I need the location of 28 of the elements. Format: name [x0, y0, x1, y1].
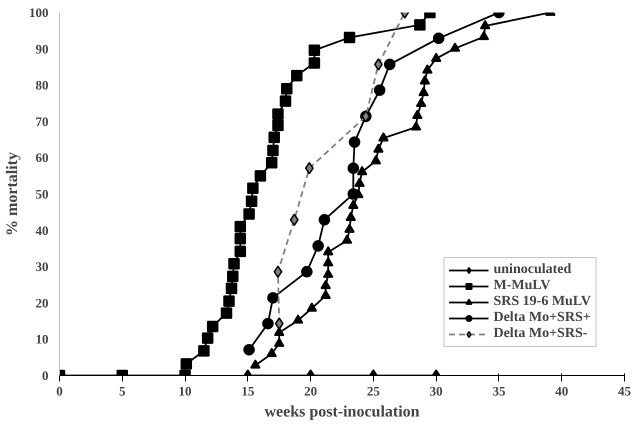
y-tick-label: 30 — [36, 259, 48, 274]
y-tick-label: 80 — [36, 78, 48, 93]
legend-label: SRS 19-6 MuLV — [493, 294, 591, 310]
y-tick-label: 50 — [36, 186, 48, 202]
y-tick-label: 20 — [36, 295, 48, 310]
y-tick-label: 90 — [36, 41, 48, 56]
legend-label: M-MuLV — [493, 278, 551, 294]
x-tick-label: 40 — [555, 384, 568, 398]
x-tick-label: 10 — [178, 384, 192, 398]
y-tick-label: 40 — [36, 222, 48, 238]
y-axis-title: % mortality — [4, 152, 21, 236]
legend-label: Delta Mo+SRS+ — [493, 310, 591, 326]
y-tick-label: 70 — [36, 114, 48, 129]
y-tick-label: 100 — [29, 5, 48, 20]
y-tick-label: 60 — [36, 150, 48, 166]
x-tick-label: 30 — [430, 384, 443, 398]
x-axis-title: weeks post-inoculation — [264, 404, 420, 420]
legend-label: uninoculated — [493, 262, 572, 278]
legend-label: Delta Mo+SRS- — [493, 326, 588, 342]
x-tick-label: 0 — [56, 384, 63, 398]
x-tick-label: 15 — [241, 384, 255, 398]
x-tick-label: 45 — [618, 384, 632, 398]
x-tick-label: 25 — [366, 384, 380, 398]
x-tick-label: 5 — [119, 384, 126, 398]
x-tick-label: 20 — [304, 384, 318, 398]
x-tick-label: 35 — [492, 384, 506, 398]
y-tick-label: 10 — [36, 332, 48, 347]
y-tick-label: 0 — [42, 368, 48, 383]
